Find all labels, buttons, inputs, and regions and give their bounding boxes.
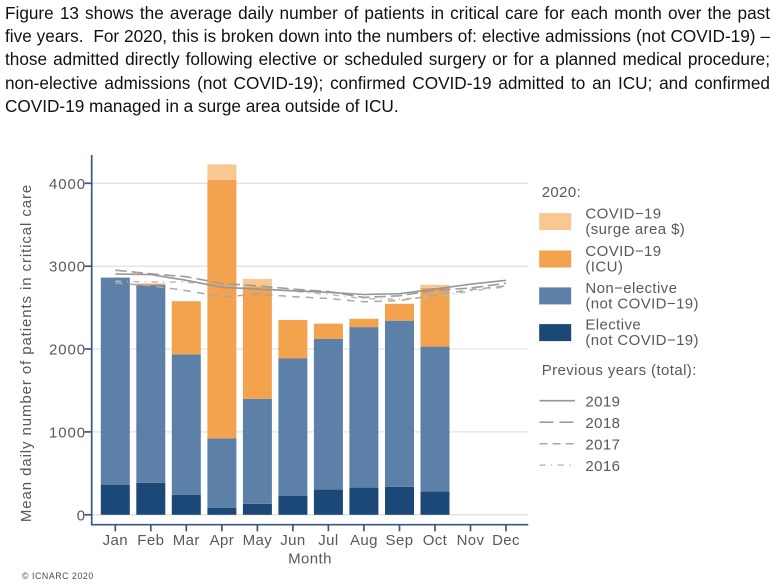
svg-text:COVID−19: COVID−19 xyxy=(585,243,661,260)
svg-text:4000: 4000 xyxy=(49,176,86,193)
svg-text:Mar: Mar xyxy=(173,532,200,549)
svg-text:3000: 3000 xyxy=(49,259,86,276)
svg-text:Apr: Apr xyxy=(210,532,235,549)
svg-text:0: 0 xyxy=(77,507,86,524)
svg-text:Jul: Jul xyxy=(318,532,338,549)
svg-text:(ICU): (ICU) xyxy=(585,259,623,276)
svg-text:(not COVID−19): (not COVID−19) xyxy=(585,296,699,313)
svg-text:2019: 2019 xyxy=(585,393,620,410)
svg-text:Jan: Jan xyxy=(103,532,128,549)
svg-text:Non−elective: Non−elective xyxy=(585,280,677,297)
svg-text:1000: 1000 xyxy=(49,424,86,441)
svg-text:2016: 2016 xyxy=(585,458,620,475)
svg-text:Dec: Dec xyxy=(492,532,520,549)
svg-text:COVID−19: COVID−19 xyxy=(585,206,661,223)
svg-text:Feb: Feb xyxy=(137,532,164,549)
svg-text:Oct: Oct xyxy=(423,532,448,549)
svg-text:Elective: Elective xyxy=(585,317,641,334)
svg-text:Mean daily number of patients: Mean daily number of patients in critica… xyxy=(18,184,35,522)
svg-text:May: May xyxy=(243,532,273,549)
svg-text:Month: Month xyxy=(288,550,332,567)
svg-text:Sep: Sep xyxy=(386,532,414,549)
svg-text:(not COVID−19): (not COVID−19) xyxy=(585,332,699,349)
svg-text:(surge area $): (surge area $) xyxy=(585,221,685,238)
svg-text:2000: 2000 xyxy=(49,342,86,359)
svg-text:Jun: Jun xyxy=(280,532,305,549)
svg-text:2018: 2018 xyxy=(585,415,620,432)
svg-text:2020:: 2020: xyxy=(542,184,582,201)
svg-text:Aug: Aug xyxy=(350,532,378,549)
svg-text:Previous years (total):: Previous years (total): xyxy=(542,362,697,379)
svg-text:2017: 2017 xyxy=(585,436,620,453)
svg-text:Nov: Nov xyxy=(457,532,485,549)
